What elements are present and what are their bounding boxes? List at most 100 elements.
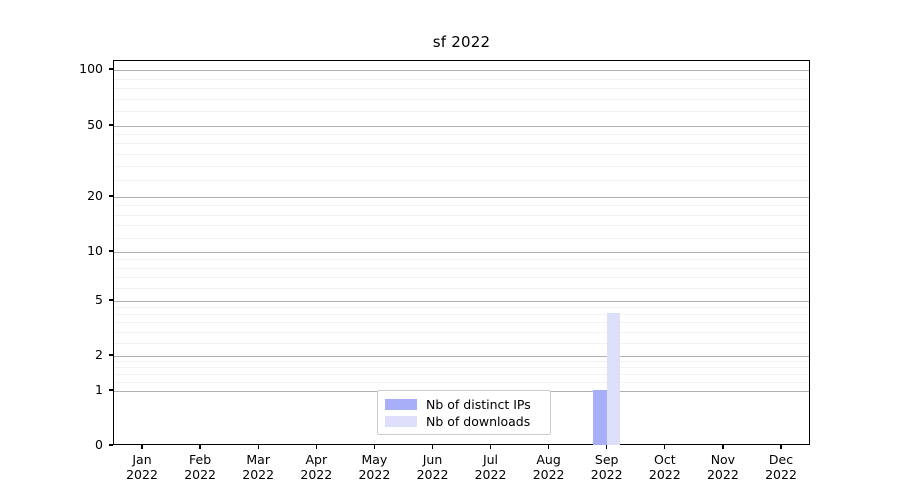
gridline-minor <box>114 98 809 100</box>
x-tick-label: Feb 2022 <box>170 452 230 482</box>
y-tick-label: 100 <box>79 61 103 76</box>
x-tick-label-year: 2022 <box>300 467 333 482</box>
x-tick-label-month: May <box>361 452 388 467</box>
x-tick-label-month: Nov <box>710 452 736 467</box>
x-tick-label: Dec 2022 <box>751 452 811 482</box>
x-tick-label-year: 2022 <box>242 467 275 482</box>
x-tick-mark <box>780 445 782 449</box>
x-tick-mark <box>547 445 550 449</box>
gridline-minor <box>114 307 809 309</box>
legend-swatch-icon <box>385 399 417 410</box>
gridline-minor <box>114 134 809 136</box>
legend-item[interactable]: Nb of distinct IPs <box>385 396 543 413</box>
x-tick-label: Jul 2022 <box>461 452 521 482</box>
x-tick-label-month: Oct <box>653 452 676 467</box>
y-tick-mark <box>109 389 113 391</box>
legend-swatch-icon <box>385 416 417 427</box>
gridline-minor <box>114 322 809 324</box>
bar-nb-of-downloads <box>606 313 621 445</box>
x-tick-label-month: Dec <box>768 452 794 467</box>
y-tick-mark <box>109 124 113 126</box>
bar-nb-of-distinct-ips <box>593 390 607 445</box>
y-tick-mark <box>109 444 113 446</box>
x-tick-label-month: Sep <box>594 452 619 467</box>
x-tick-label-month: Feb <box>189 452 212 467</box>
legend-label: Nb of downloads <box>426 414 531 429</box>
gridline-minor <box>114 237 809 239</box>
x-tick-label: Mar 2022 <box>228 452 288 482</box>
x-tick-label: Oct 2022 <box>635 452 695 482</box>
x-tick-label-month: Jun <box>422 452 443 467</box>
legend-label: Nb of distinct IPs <box>426 397 531 412</box>
gridline-minor <box>114 78 809 80</box>
y-tick-label: 0 <box>95 437 103 452</box>
x-tick-label-month: Jan <box>132 452 152 467</box>
gridline-minor <box>114 111 809 113</box>
gridline-minor <box>114 214 809 216</box>
y-tick-label: 2 <box>95 347 103 362</box>
x-tick-mark <box>722 445 724 449</box>
x-tick-mark <box>373 445 376 449</box>
y-tick-label: 5 <box>95 292 103 307</box>
gridline-major <box>114 126 809 127</box>
x-tick-label-month: Mar <box>246 452 270 467</box>
gridline-minor <box>114 225 809 227</box>
x-tick-label-month: Aug <box>536 452 561 467</box>
gridline-minor <box>114 367 809 369</box>
gridline-minor <box>114 88 809 89</box>
y-tick-label: 20 <box>87 188 103 203</box>
gridline-major <box>114 197 809 198</box>
gridline-major <box>114 70 809 71</box>
x-tick-label-year: 2022 <box>706 467 739 482</box>
y-tick-mark <box>109 195 113 197</box>
gridline-minor <box>114 381 809 383</box>
gridline-minor <box>114 153 809 155</box>
x-tick-label-month: Jul <box>482 452 499 467</box>
chart-title: sf 2022 <box>432 33 491 51</box>
gridline-minor <box>114 331 809 333</box>
y-tick-mark <box>109 68 113 70</box>
x-tick-label-year: 2022 <box>765 467 797 482</box>
x-tick-mark <box>141 445 143 449</box>
x-tick-label: Sep 2022 <box>577 452 637 482</box>
x-tick-label: Nov 2022 <box>693 452 753 482</box>
gridline-minor <box>114 288 809 290</box>
x-tick-label-year: 2022 <box>532 467 565 482</box>
x-tick-label: Jun 2022 <box>403 452 463 482</box>
x-tick-label-year: 2022 <box>474 467 507 482</box>
x-tick-label-month: Apr <box>305 452 328 467</box>
x-tick-label-year: 2022 <box>648 467 681 482</box>
x-tick-mark <box>431 445 434 449</box>
gridline-major <box>114 301 809 302</box>
y-tick-mark <box>109 250 113 252</box>
x-tick-label: May 2022 <box>344 452 404 482</box>
x-tick-mark <box>257 445 259 449</box>
y-tick-label: 50 <box>87 117 103 132</box>
chart-legend: Nb of distinct IPs Nb of downloads <box>377 390 551 435</box>
x-tick-mark <box>315 445 317 449</box>
gridline-minor <box>114 179 809 181</box>
gridline-minor <box>114 259 809 261</box>
x-tick-mark <box>489 445 492 449</box>
x-tick-mark <box>199 445 201 449</box>
x-tick-mark <box>664 445 666 449</box>
gridline-minor <box>114 165 809 167</box>
gridline-minor <box>114 143 809 145</box>
gridline-major <box>114 356 809 357</box>
gridline-minor <box>114 277 809 279</box>
gridline-minor <box>114 342 809 344</box>
legend-item[interactable]: Nb of downloads <box>385 413 543 430</box>
y-tick-mark <box>109 354 113 356</box>
gridline-minor <box>114 267 809 269</box>
gridline-minor <box>114 361 809 363</box>
x-tick-label-year: 2022 <box>590 467 623 482</box>
y-tick-mark <box>109 299 113 301</box>
gridline-minor <box>114 314 809 316</box>
x-tick-label: Jan 2022 <box>112 452 172 482</box>
x-tick-label-year: 2022 <box>126 467 158 482</box>
x-tick-label: Aug 2022 <box>519 452 579 482</box>
plot-area <box>113 60 810 445</box>
x-tick-mark <box>606 445 608 449</box>
x-tick-label-year: 2022 <box>184 467 216 482</box>
